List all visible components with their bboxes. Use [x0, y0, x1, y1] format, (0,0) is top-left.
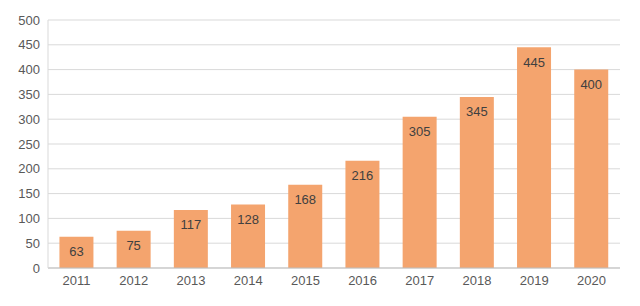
svg-text:445: 445	[523, 55, 545, 70]
svg-text:450: 450	[18, 37, 40, 52]
svg-text:75: 75	[126, 238, 140, 253]
svg-text:2015: 2015	[291, 273, 320, 288]
svg-text:400: 400	[18, 62, 40, 77]
svg-text:250: 250	[18, 137, 40, 152]
svg-text:345: 345	[466, 104, 488, 119]
svg-text:305: 305	[409, 124, 431, 139]
svg-text:168: 168	[294, 192, 316, 207]
svg-text:200: 200	[18, 161, 40, 176]
svg-text:2017: 2017	[405, 273, 434, 288]
svg-text:50: 50	[26, 236, 40, 251]
svg-text:350: 350	[18, 87, 40, 102]
svg-text:117: 117	[180, 217, 201, 232]
svg-text:300: 300	[18, 112, 40, 127]
svg-text:150: 150	[18, 186, 40, 201]
svg-text:216: 216	[352, 168, 374, 183]
svg-text:2018: 2018	[463, 273, 492, 288]
svg-text:100: 100	[18, 211, 40, 226]
svg-text:500: 500	[18, 13, 40, 28]
svg-text:400: 400	[580, 77, 602, 92]
svg-text:2011: 2011	[63, 273, 91, 288]
svg-text:2014: 2014	[234, 273, 263, 288]
svg-text:2016: 2016	[348, 273, 377, 288]
svg-text:2013: 2013	[177, 273, 206, 288]
svg-text:2019: 2019	[520, 273, 549, 288]
svg-text:2012: 2012	[119, 273, 148, 288]
svg-text:0: 0	[33, 261, 40, 276]
svg-text:128: 128	[237, 212, 259, 227]
svg-text:2020: 2020	[577, 273, 606, 288]
svg-text:63: 63	[69, 244, 83, 259]
